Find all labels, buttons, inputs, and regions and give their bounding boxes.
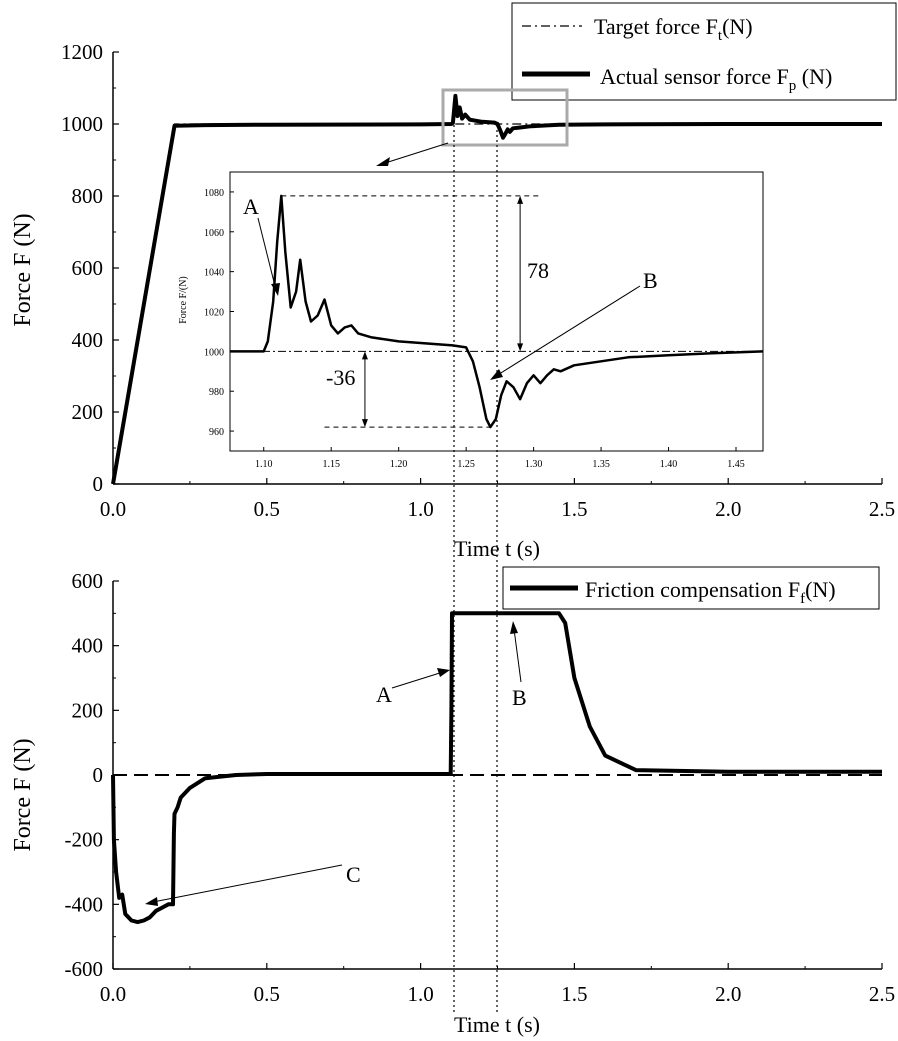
- bottom-y-tick-label: 0: [93, 763, 104, 787]
- inset-x-tick-label: 1.20: [390, 459, 408, 470]
- inset-annotation-a: A: [243, 194, 259, 219]
- top-legend: Target force Ft(N) Actual sensor force F…: [511, 2, 897, 101]
- top-y-tick-label: 1200: [61, 40, 103, 64]
- bottom-x-tick-label: 1.0: [407, 982, 433, 1006]
- bottom-arrow-a-head: [437, 668, 450, 677]
- top-y-tick-label: 200: [72, 400, 104, 424]
- top-x-tick-label: 0.0: [100, 497, 126, 521]
- bottom-x-tick-label: 2.0: [715, 982, 741, 1006]
- series-actual-force-line: [111, 93, 882, 485]
- inset-arrow-b-head: [490, 369, 503, 380]
- legend-label-friction: Friction compensation Ff(N): [585, 577, 836, 607]
- bottom-y-axis-label: Force F (N): [10, 738, 36, 851]
- inset-arrow-b: [495, 285, 641, 377]
- bottom-x-axis-label: Time t (s): [454, 1012, 540, 1037]
- top-legend-box: [511, 2, 897, 101]
- legend-label-actual: Actual sensor force Fp (N): [600, 64, 832, 94]
- bottom-x-tick-label: 0.5: [254, 982, 280, 1006]
- inset-actual-force-line: [230, 194, 764, 429]
- inset-annotation-b: B: [643, 268, 658, 293]
- bottom-y-tick-label: -600: [65, 957, 104, 981]
- inset-x-tick-label: 1.35: [592, 459, 610, 470]
- top-x-tick-label: 0.5: [254, 497, 280, 521]
- bottom-y-tick-label: -200: [65, 828, 104, 852]
- bottom-arrow-c: [152, 864, 343, 903]
- inset-arrow-a: [257, 217, 277, 291]
- inset-y-tick-label: 960: [209, 427, 224, 438]
- top-y-tick-label: 0: [93, 472, 104, 496]
- legend-label-target: Target force Ft(N): [594, 14, 753, 44]
- bottom-plot-area: [111, 611, 882, 925]
- bottom-x-tick-label: 1.5: [561, 982, 587, 1006]
- bottom-arrow-b: [513, 628, 522, 683]
- top-x-axis-label: Time t (s): [454, 536, 540, 561]
- inset-y-tick-label: 1000: [204, 347, 224, 358]
- top-x-tick-label: 2.5: [869, 497, 895, 521]
- inset-y-tick-label: 1020: [204, 308, 224, 319]
- bottom-y-tick-label: 200: [72, 698, 104, 722]
- bottom-y-tick-label: -400: [65, 892, 104, 916]
- inset-x-tick-label: 1.10: [255, 459, 273, 470]
- zoom-arrow: [381, 142, 449, 165]
- top-axes: 0.0 0.5 1.0 1.5 2.0 2.5 0 200 400 600 800 1000 1200: [61, 40, 895, 521]
- inset-y-tick-label: 1080: [204, 188, 224, 199]
- inset-y-tick-label: 1060: [204, 228, 224, 239]
- top-plot-area: [111, 93, 882, 485]
- inset-annotation-78: 78: [527, 258, 549, 283]
- bottom-x-tick-label: 2.5: [869, 982, 895, 1006]
- inset-y-axis-label: Force F/(N): [178, 276, 189, 324]
- bottom-chart: 0.0 0.5 1.0 1.5 2.0 2.5 -600 -400 -200 0 200 400 600…: [10, 566, 896, 1037]
- bottom-y-tick-label: 400: [72, 634, 104, 658]
- inset-x-tick-label: 1.25: [457, 459, 475, 470]
- zoom-region-box: [441, 88, 569, 147]
- bottom-arrow-c-head: [145, 897, 158, 906]
- bottom-y-tick-label: 600: [72, 569, 104, 593]
- bottom-arrow-a: [391, 671, 444, 689]
- bottom-annotation-b: B: [512, 685, 527, 710]
- inset-plot: 1.10 1.15 1.20 1.25 1.30 1.35 1.40 1.45 960 980 10…: [178, 171, 764, 470]
- inset-x-tick-label: 1.30: [525, 459, 543, 470]
- top-y-tick-label: 800: [72, 184, 104, 208]
- top-chart: 0.0 0.5 1.0 1.5 2.0 2.5020040060080010001200 …: [10, 2, 897, 1015]
- inset-annotation-minus36: -36: [326, 365, 355, 390]
- top-x-tick-label: 2.0: [715, 497, 741, 521]
- inset-y-tick-label: 980: [209, 387, 224, 398]
- bottom-arrow-b-head: [510, 621, 518, 634]
- bottom-axes: 0.0 0.5 1.0 1.5 2.0 2.5 -600 -400 -200 0 200 400 600: [65, 569, 896, 1006]
- top-y-tick-label: 400: [72, 328, 104, 352]
- legend-label-friction-sub: f: [800, 591, 805, 607]
- bottom-legend: Friction compensation Ff(N): [502, 566, 880, 610]
- inset-x-tick-label: 1.15: [322, 459, 340, 470]
- top-y-axis-label: Force F (N): [10, 213, 36, 326]
- inset-x-tick-label: 1.40: [660, 459, 678, 470]
- top-x-tick-label: 1.5: [561, 497, 587, 521]
- inset-plot-area: [230, 194, 764, 429]
- legend-label-actual-sub: p: [789, 78, 797, 94]
- bottom-annotation-a: A: [376, 682, 392, 707]
- inset-arrow-a-head: [271, 283, 280, 296]
- zoom-arrow-head: [376, 157, 390, 166]
- inset-x-tick-label: 1.45: [727, 459, 745, 470]
- legend-label-target-sub: t: [718, 28, 723, 44]
- inset-dim-36-arrows: [361, 351, 368, 428]
- bottom-annotation-c: C: [346, 862, 361, 887]
- bottom-x-tick-label: 0.0: [100, 982, 126, 1006]
- series-friction-compensation-line: [111, 611, 882, 925]
- top-y-tick-label: 600: [72, 256, 104, 280]
- top-x-tick-label: 1.0: [407, 497, 433, 521]
- inset-y-tick-label: 1040: [204, 268, 224, 279]
- inset-axes: 1.10 1.15 1.20 1.25 1.30 1.35 1.40 1.45 960 980 10…: [204, 188, 745, 470]
- top-y-tick-label: 1000: [61, 112, 103, 136]
